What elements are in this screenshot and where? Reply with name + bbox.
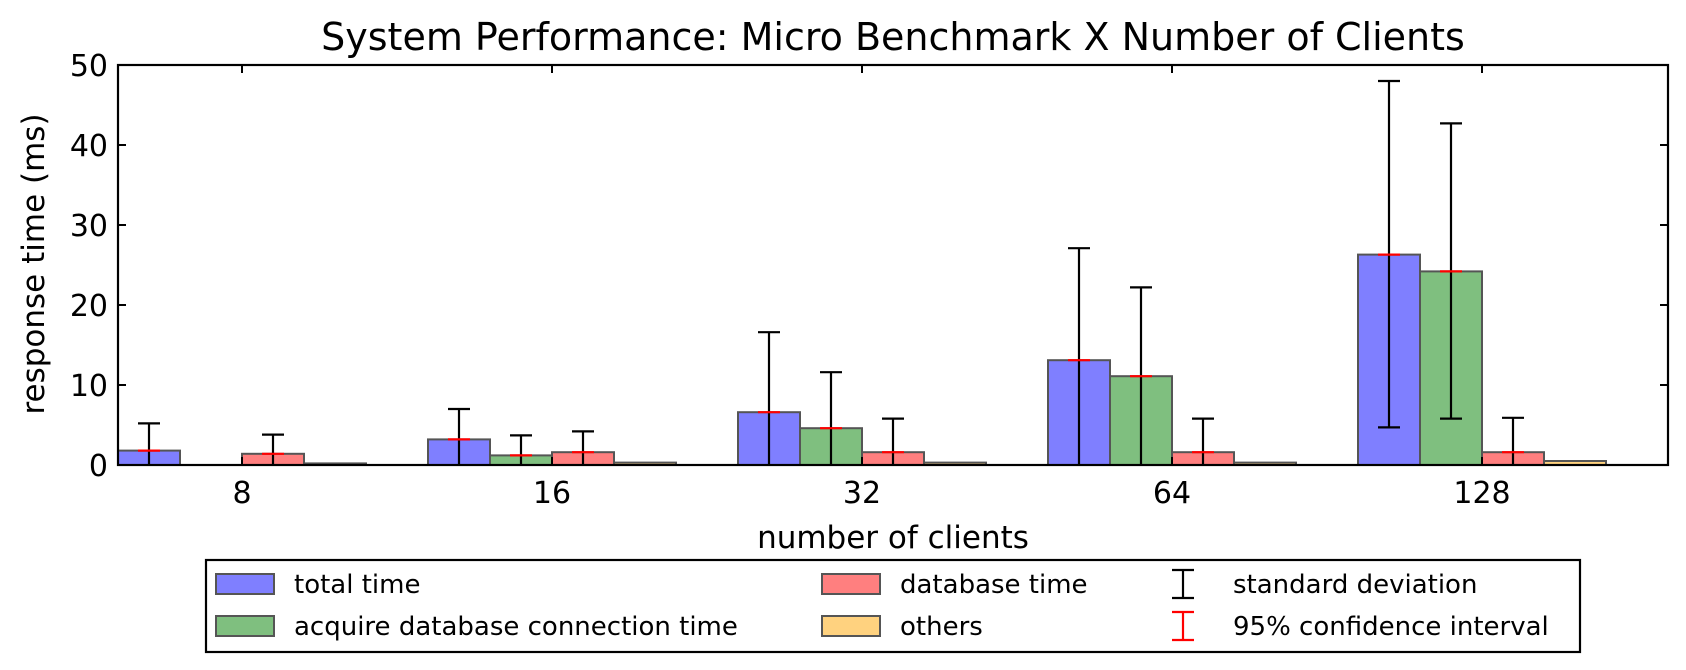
y-tick-label-5: 50 — [70, 49, 108, 84]
plot-frame — [116, 63, 1670, 467]
y-tick-label-4: 40 — [70, 129, 108, 164]
legend-label-0: total time — [294, 570, 420, 600]
y-tick-label-1: 10 — [70, 369, 108, 404]
legend-label-1: acquire database connection time — [294, 612, 738, 642]
y-tick-label-2: 20 — [70, 289, 108, 324]
legend-ci-label: 95% confidence interval — [1233, 612, 1549, 642]
x-tick-label-0: 8 — [232, 476, 251, 511]
legend: total time acquire database connection ti… — [204, 558, 1582, 654]
legend-frame — [204, 558, 1582, 654]
legend-label-3: others — [900, 612, 983, 642]
chart-title: System Performance: Micro Benchmark X Nu… — [321, 15, 1465, 59]
legend-swatch-1 — [215, 615, 275, 637]
y-tick-label-0: 0 — [89, 449, 108, 484]
legend-swatch-2 — [821, 573, 881, 595]
x-tick-label-3: 64 — [1153, 476, 1191, 511]
y-axis-label: response time (ms) — [16, 113, 52, 414]
x-tick-label-2: 32 — [843, 476, 881, 511]
plot-area: 0 10 20 30 40 50 8 16 32 64 128 — [70, 49, 1670, 511]
x-tick-label-1: 16 — [533, 476, 571, 511]
legend-std-label: standard deviation — [1233, 570, 1477, 600]
legend-swatch-3 — [821, 615, 881, 637]
y-tick-label-3: 30 — [70, 209, 108, 244]
legend-swatch-0 — [215, 573, 275, 595]
x-tick-label-4: 128 — [1453, 476, 1510, 511]
legend-label-2: database time — [900, 570, 1088, 600]
x-axis-label: number of clients — [757, 520, 1029, 556]
